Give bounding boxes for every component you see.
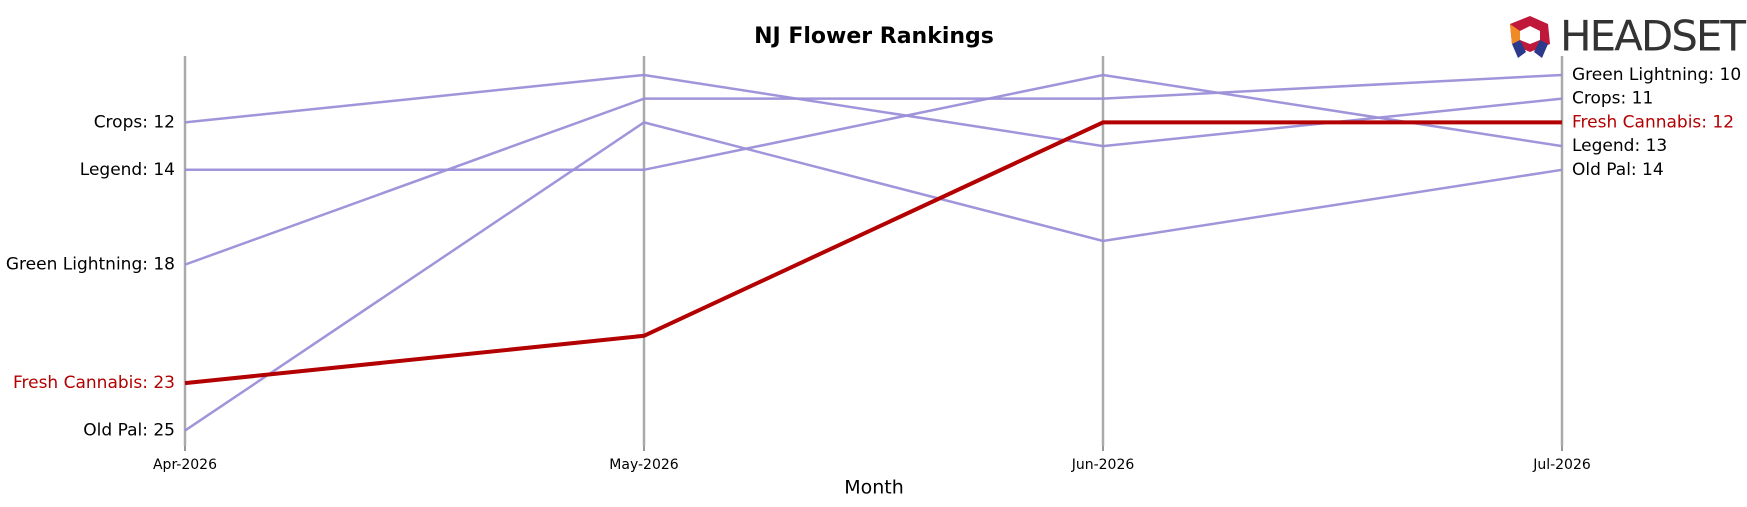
rank-label: Crops: 11 <box>1572 89 1653 109</box>
x-tick-label: Apr-2026 <box>153 457 217 473</box>
x-tick-label: May-2026 <box>609 457 678 473</box>
series-line <box>184 120 1562 386</box>
rank-label: Legend: 13 <box>1572 136 1667 156</box>
logo-icon-hole <box>1520 26 1540 44</box>
series-line <box>184 73 1563 266</box>
rank-label: Crops: 12 <box>94 112 175 132</box>
rank-label: Legend: 14 <box>80 160 175 180</box>
x-tick-label: Jun-2026 <box>1071 457 1135 473</box>
logo: HEADSET <box>1510 12 1747 61</box>
rank-label: Fresh Cannabis: 12 <box>1572 112 1734 132</box>
logo-icon-part <box>1510 24 1520 44</box>
series-line <box>184 121 1563 432</box>
rank-label: Old Pal: 14 <box>1572 160 1664 180</box>
rank-label: Old Pal: 25 <box>83 421 175 441</box>
x-tick-label: Jul-2026 <box>1532 457 1591 473</box>
logo-icon-part <box>1512 40 1526 58</box>
rank-label: Green Lightning: 10 <box>1572 65 1741 85</box>
rank-label: Fresh Cannabis: 23 <box>13 373 175 393</box>
logo-icon-part <box>1534 40 1548 58</box>
x-axis-label: Month <box>844 477 904 499</box>
series-line <box>185 73 1563 172</box>
chart-title: NJ Flower Rankings <box>754 24 994 49</box>
logo-text: HEADSET <box>1560 12 1746 61</box>
rank-label: Green Lightning: 18 <box>6 255 175 275</box>
